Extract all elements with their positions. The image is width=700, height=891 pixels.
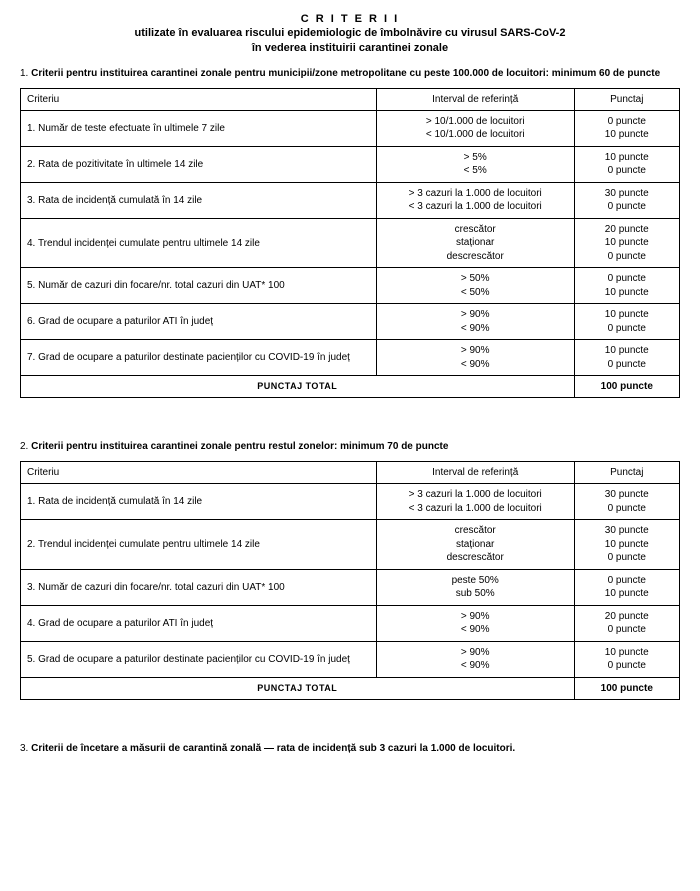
col-header-criteriu: Criteriu bbox=[21, 88, 377, 110]
cell-interval: peste 50%sub 50% bbox=[376, 569, 574, 605]
total-label: PUNCTAJ TOTAL bbox=[21, 677, 575, 699]
title-line-1: C R I T E R I I bbox=[20, 12, 680, 26]
total-row: PUNCTAJ TOTAL 100 puncte bbox=[21, 376, 680, 398]
col-header-interval: Interval de referință bbox=[376, 462, 574, 484]
cell-interval: > 3 cazuri la 1.000 de locuitori< 3 cazu… bbox=[376, 182, 574, 218]
table-row: 3. Rata de incidență cumulată în 14 zile… bbox=[21, 182, 680, 218]
cell-criteriu: 4. Grad de ocupare a paturilor ATI în ju… bbox=[21, 605, 377, 641]
cell-interval: > 50%< 50% bbox=[376, 268, 574, 304]
section-1-title: Criterii pentru instituirea carantinei z… bbox=[31, 68, 660, 79]
total-label: PUNCTAJ TOTAL bbox=[21, 376, 575, 398]
table-row: 5. Număr de cazuri din focare/nr. total … bbox=[21, 268, 680, 304]
cell-punctaj: 10 puncte0 puncte bbox=[574, 146, 679, 182]
cell-criteriu: 3. Număr de cazuri din focare/nr. total … bbox=[21, 569, 377, 605]
cell-interval: > 3 cazuri la 1.000 de locuitori< 3 cazu… bbox=[376, 484, 574, 520]
total-value: 100 puncte bbox=[574, 677, 679, 699]
cell-interval: > 90%< 90% bbox=[376, 605, 574, 641]
col-header-interval: Interval de referință bbox=[376, 88, 574, 110]
cell-interval: > 90%< 90% bbox=[376, 340, 574, 376]
col-header-punctaj: Punctaj bbox=[574, 462, 679, 484]
section-3-heading: 3. Criterii de încetare a măsurii de car… bbox=[20, 742, 680, 755]
cell-punctaj: 10 puncte0 puncte bbox=[574, 641, 679, 677]
section-1-number: 1. bbox=[20, 68, 31, 79]
col-header-punctaj: Punctaj bbox=[574, 88, 679, 110]
cell-interval: > 5%< 5% bbox=[376, 146, 574, 182]
criteria-table-1: Criteriu Interval de referință Punctaj 1… bbox=[20, 88, 680, 399]
section-2-heading: 2. Criterii pentru instituirea carantine… bbox=[20, 440, 680, 453]
section-3-number: 3. bbox=[20, 743, 31, 754]
col-header-criteriu: Criteriu bbox=[21, 462, 377, 484]
table-row: 6. Grad de ocupare a paturilor ATI în ju… bbox=[21, 304, 680, 340]
table-header-row: Criteriu Interval de referință Punctaj bbox=[21, 88, 680, 110]
cell-punctaj: 30 puncte0 puncte bbox=[574, 484, 679, 520]
section-1-heading: 1. Criterii pentru instituirea carantine… bbox=[20, 67, 680, 80]
cell-criteriu: 2. Rata de pozitivitate în ultimele 14 z… bbox=[21, 146, 377, 182]
cell-criteriu: 3. Rata de incidență cumulată în 14 zile bbox=[21, 182, 377, 218]
table-row: 4. Grad de ocupare a paturilor ATI în ju… bbox=[21, 605, 680, 641]
table-row: 4. Trendul incidenței cumulate pentru ul… bbox=[21, 218, 680, 268]
section-2-title: Criterii pentru instituirea carantinei z… bbox=[31, 441, 448, 452]
table-row: 2. Trendul incidenței cumulate pentru ul… bbox=[21, 520, 680, 570]
cell-punctaj: 20 puncte10 puncte0 puncte bbox=[574, 218, 679, 268]
cell-punctaj: 30 puncte0 puncte bbox=[574, 182, 679, 218]
cell-punctaj: 10 puncte0 puncte bbox=[574, 304, 679, 340]
section-2-number: 2. bbox=[20, 441, 31, 452]
cell-punctaj: 10 puncte0 puncte bbox=[574, 340, 679, 376]
cell-interval: crescătorstaționardescrescător bbox=[376, 218, 574, 268]
criteria-table-2: Criteriu Interval de referință Punctaj 1… bbox=[20, 461, 680, 700]
cell-criteriu: 5. Număr de cazuri din focare/nr. total … bbox=[21, 268, 377, 304]
cell-interval: > 90%< 90% bbox=[376, 304, 574, 340]
table-header-row: Criteriu Interval de referință Punctaj bbox=[21, 462, 680, 484]
total-value: 100 puncte bbox=[574, 376, 679, 398]
table-row: 7. Grad de ocupare a paturilor destinate… bbox=[21, 340, 680, 376]
title-line-3: în vederea instituirii carantinei zonale bbox=[20, 41, 680, 55]
table-row: 5. Grad de ocupare a paturilor destinate… bbox=[21, 641, 680, 677]
cell-punctaj: 0 puncte10 puncte bbox=[574, 110, 679, 146]
cell-punctaj: 30 puncte10 puncte0 puncte bbox=[574, 520, 679, 570]
total-row: PUNCTAJ TOTAL 100 puncte bbox=[21, 677, 680, 699]
cell-criteriu: 7. Grad de ocupare a paturilor destinate… bbox=[21, 340, 377, 376]
cell-interval: crescătorstaționardescrescător bbox=[376, 520, 574, 570]
title-line-2: utilizate în evaluarea riscului epidemio… bbox=[20, 26, 680, 40]
table-row: 3. Număr de cazuri din focare/nr. total … bbox=[21, 569, 680, 605]
table-row: 1. Rata de incidență cumulată în 14 zile… bbox=[21, 484, 680, 520]
cell-criteriu: 6. Grad de ocupare a paturilor ATI în ju… bbox=[21, 304, 377, 340]
section-3-title: Criterii de încetare a măsurii de carant… bbox=[31, 743, 515, 754]
cell-punctaj: 0 puncte10 puncte bbox=[574, 569, 679, 605]
cell-interval: > 10/1.000 de locuitori< 10/1.000 de loc… bbox=[376, 110, 574, 146]
cell-criteriu: 1. Rata de incidență cumulată în 14 zile bbox=[21, 484, 377, 520]
cell-criteriu: 2. Trendul incidenței cumulate pentru ul… bbox=[21, 520, 377, 570]
cell-punctaj: 0 puncte10 puncte bbox=[574, 268, 679, 304]
cell-interval: > 90%< 90% bbox=[376, 641, 574, 677]
cell-criteriu: 4. Trendul incidenței cumulate pentru ul… bbox=[21, 218, 377, 268]
document-title: C R I T E R I I utilizate în evaluarea r… bbox=[20, 12, 680, 55]
table-row: 1. Număr de teste efectuate în ultimele … bbox=[21, 110, 680, 146]
cell-punctaj: 20 puncte0 puncte bbox=[574, 605, 679, 641]
cell-criteriu: 1. Număr de teste efectuate în ultimele … bbox=[21, 110, 377, 146]
cell-criteriu: 5. Grad de ocupare a paturilor destinate… bbox=[21, 641, 377, 677]
table-row: 2. Rata de pozitivitate în ultimele 14 z… bbox=[21, 146, 680, 182]
